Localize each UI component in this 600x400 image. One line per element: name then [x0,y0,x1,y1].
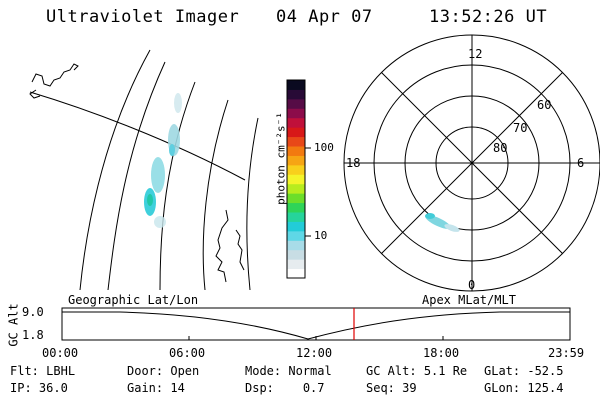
colorbar-segment [287,183,305,194]
colorbar-segment [287,98,305,109]
colorbar-segment [287,249,305,260]
gcalt-info: GC Alt: 5.1 Re [366,364,468,378]
colorbar-segment [287,268,305,279]
geo-grid-arc [79,49,151,291]
geo-grid-arc [159,81,196,291]
colorbar-segment [287,230,305,241]
polar-plot [343,34,600,292]
colorbar-segment [287,127,305,138]
geo-aurora [144,93,182,228]
colorbar-frame [286,79,306,279]
colorbar-segment [287,80,305,90]
door-info: Door: Open [127,364,200,378]
colorbar-segment [287,136,305,147]
colorbar-segment [287,117,305,128]
mlt-label-18: 18 [346,156,361,170]
colorbar-tick-label: 100 [314,141,334,154]
glon-info: GLon: 125.4 [484,381,564,395]
dsp-value: 0.7 [302,381,325,395]
coastline [29,89,41,99]
timeline-plot [61,307,571,341]
colorbar-label: photon cm⁻²s⁻¹ [274,112,288,205]
colorbar-segment [287,108,305,119]
colorbar-segment [287,259,305,270]
image-date: 04 Apr 07 [276,7,373,27]
timeline-y-tick: 9.0 [22,305,44,319]
mode-info: Mode: Normal [245,364,332,378]
geo-grid-line [29,91,246,181]
polar-panel-label: Apex MLat/MLT [422,293,516,307]
colorbar-segment [287,146,305,156]
mlat-label-70: 70 [513,121,528,135]
glon-value: 125.4 [527,381,564,395]
filter-value: LBHL [46,364,76,378]
colorbar-segment [287,155,305,166]
gain-value: 14 [170,381,185,395]
timeline-x-tick: 23:59 [548,346,585,360]
seq-value: 39 [402,381,417,395]
colorbar-tick-label: 10 [314,229,328,242]
coastline [215,209,229,283]
colorbar-segment [287,89,305,100]
geo-grid-arc [202,99,229,291]
mlt-label-12: 12 [468,47,483,61]
colorbar-segment [287,221,305,232]
ip-info: IP: 36.0 [10,381,68,395]
colorbar-segment [287,212,305,222]
ip-value: 36.0 [38,381,68,395]
filter-info: Flt: LBHL [10,364,76,378]
timeline-x-tick: 18:00 [423,346,460,360]
mlat-label-60: 60 [537,98,552,112]
polar-aurora [425,213,460,232]
mlt-label-6: 6 [577,156,585,170]
colorbar-segment [287,202,305,213]
geographic-map [29,49,259,291]
geo-grid-arc [107,61,166,291]
image-time: 13:52:26 UT [429,7,548,27]
gcalt-value: 5.1 Re [423,364,468,378]
timeline-x-tick: 12:00 [296,346,333,360]
seq-info: Seq: 39 [366,381,417,395]
colorbar-segment [287,164,305,175]
coastline [31,63,79,87]
colorbar [286,79,306,279]
colorbar-segment [287,174,305,185]
geo-panel-label: Geographic Lat/Lon [68,293,199,307]
colorbar-segment [287,240,305,251]
colorbar-ticks [305,147,311,237]
altitude-curve [62,311,570,340]
coastline [235,229,245,271]
timeline-x-tick: 06:00 [169,346,206,360]
timeline-x-tick: 00:00 [42,346,79,360]
instrument-title: Ultraviolet Imager [46,7,240,27]
timeline-axis-label: GC Alt [6,303,21,347]
timeline-y-tick: 1.8 [22,328,44,342]
dsp-info: Dsp: 0.7 [245,381,325,395]
gain-info: Gain: 14 [127,381,185,395]
glat-value: -52.5 [527,364,564,378]
mode-value: Normal [288,364,332,378]
colorbar-segment [287,193,305,204]
mlat-label-80: 80 [493,141,508,155]
geo-grid-arc [246,117,259,291]
mlt-label-0: 0 [468,278,476,292]
glat-info: GLat: -52.5 [484,364,564,378]
door-value: Open [170,364,200,378]
